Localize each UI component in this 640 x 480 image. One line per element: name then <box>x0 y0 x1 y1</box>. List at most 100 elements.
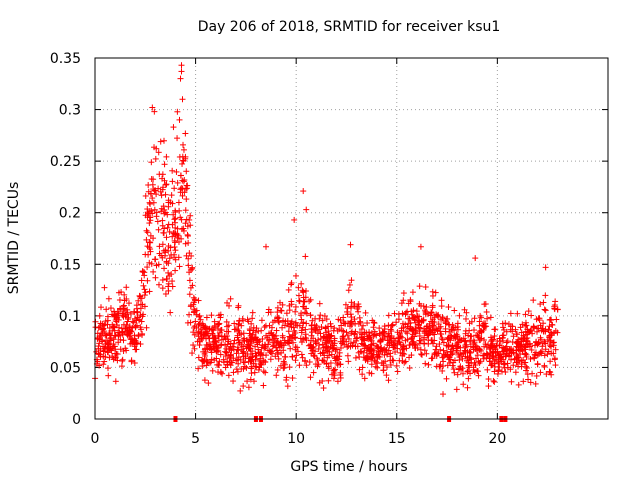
data-point <box>275 339 282 346</box>
data-point <box>399 358 406 365</box>
data-point <box>179 192 186 199</box>
data-point <box>445 304 452 311</box>
data-point <box>244 316 251 323</box>
data-point <box>244 350 251 357</box>
data-point <box>324 348 331 355</box>
data-point <box>552 346 559 353</box>
data-point <box>381 351 388 358</box>
data-point <box>513 331 520 338</box>
data-point <box>422 360 429 367</box>
data-point <box>351 303 358 310</box>
data-point <box>292 308 299 315</box>
data-point <box>351 316 358 323</box>
data-point <box>421 340 428 347</box>
data-point <box>171 243 178 250</box>
data-point <box>167 309 174 316</box>
data-point <box>480 320 487 327</box>
data-point <box>191 345 198 352</box>
data-point <box>195 365 202 372</box>
data-point <box>162 191 169 198</box>
data-point <box>444 315 451 322</box>
data-point <box>234 368 241 375</box>
data-point <box>406 341 413 348</box>
data-point <box>237 387 244 394</box>
data-point <box>418 351 425 358</box>
data-point <box>166 228 173 235</box>
data-point <box>439 354 446 361</box>
data-point <box>251 335 258 342</box>
data-point <box>241 359 248 366</box>
data-point <box>278 307 285 314</box>
data-point <box>180 157 187 164</box>
data-point <box>471 327 478 334</box>
data-point <box>525 376 532 383</box>
data-point <box>169 278 176 285</box>
data-point <box>249 309 256 316</box>
data-point <box>439 336 446 343</box>
data-point <box>484 366 491 373</box>
data-point <box>143 236 150 243</box>
data-point <box>404 308 411 315</box>
data-point <box>144 277 151 284</box>
data-point <box>112 346 119 353</box>
data-point <box>275 318 282 325</box>
data-point <box>225 322 232 329</box>
x-tick-label: 15 <box>388 431 406 447</box>
data-point <box>140 268 147 275</box>
data-point <box>132 346 139 353</box>
data-point <box>423 303 430 310</box>
data-point <box>492 356 499 363</box>
data-point <box>504 338 511 345</box>
data-point <box>177 172 184 179</box>
data-point <box>132 323 139 330</box>
data-point <box>158 208 165 215</box>
data-point <box>96 340 103 347</box>
data-point <box>147 217 154 224</box>
data-point <box>537 369 544 376</box>
data-point <box>286 364 293 371</box>
data-point <box>300 294 307 301</box>
data-point <box>540 299 547 306</box>
data-point <box>347 241 354 248</box>
data-point <box>307 312 314 319</box>
data-point <box>231 337 238 344</box>
data-point <box>269 332 276 339</box>
y-tick-label: 0.1 <box>59 309 81 325</box>
data-point <box>120 337 127 344</box>
data-point <box>416 328 423 335</box>
data-point <box>146 259 153 266</box>
data-point <box>178 185 185 192</box>
data-point <box>171 237 178 244</box>
data-point <box>203 362 210 369</box>
data-point <box>310 369 317 376</box>
data-point <box>453 386 460 393</box>
data-point <box>131 360 138 367</box>
data-point <box>231 320 238 327</box>
data-point <box>104 321 111 328</box>
data-point <box>240 383 247 390</box>
data-point <box>183 196 190 203</box>
data-point <box>163 234 170 241</box>
data-point <box>298 329 305 336</box>
data-point <box>437 346 444 353</box>
data-point <box>290 339 297 346</box>
data-point <box>260 382 267 389</box>
data-point <box>203 341 210 348</box>
data-point <box>316 315 323 322</box>
data-point <box>263 332 270 339</box>
data-point <box>261 324 268 331</box>
data-point <box>510 362 517 369</box>
data-point <box>192 318 199 325</box>
data-point <box>293 352 300 359</box>
data-point <box>165 283 172 290</box>
data-point <box>399 352 406 359</box>
data-point <box>101 284 108 291</box>
data-point <box>543 371 550 378</box>
data-point <box>321 344 328 351</box>
data-point <box>120 321 127 328</box>
data-point <box>467 338 474 345</box>
data-point <box>209 331 216 338</box>
data-point <box>445 321 452 328</box>
data-point <box>530 297 537 304</box>
data-point <box>399 334 406 341</box>
